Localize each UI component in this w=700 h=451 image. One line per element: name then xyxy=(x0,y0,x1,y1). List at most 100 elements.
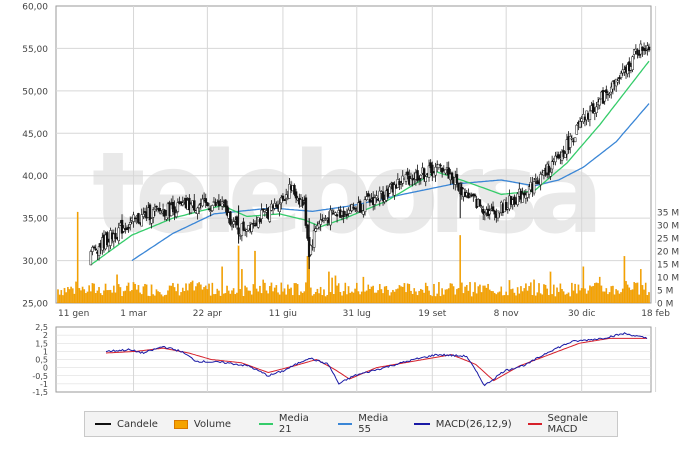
volume-bar xyxy=(129,291,132,304)
candle-body xyxy=(230,225,234,228)
volume-bar xyxy=(145,284,148,304)
candle-body xyxy=(260,209,263,219)
macd-tick-label: 1,5 xyxy=(35,339,48,348)
candle-body xyxy=(204,198,207,203)
volume-bar xyxy=(487,283,489,304)
legend-label-ma21: Media 21 xyxy=(278,413,309,435)
volume-bar xyxy=(137,285,140,304)
volume-bar xyxy=(397,288,399,304)
legend-swatch-signal xyxy=(527,423,542,425)
volume-bar xyxy=(336,285,338,304)
candle-body xyxy=(411,178,414,181)
volume-bar xyxy=(180,292,182,304)
candle-body xyxy=(193,200,196,211)
candle-body xyxy=(288,184,291,199)
candle-body xyxy=(106,232,109,246)
candle-body xyxy=(496,210,500,219)
volume-bar xyxy=(265,290,268,304)
volume-bar xyxy=(490,290,493,304)
candle-body xyxy=(547,165,551,176)
candle-body xyxy=(534,178,537,180)
volume-bar xyxy=(398,285,401,304)
volume-bar xyxy=(587,290,590,304)
volume-bar xyxy=(341,295,343,304)
volume-bar xyxy=(631,289,634,304)
volume-bar xyxy=(485,287,488,304)
volume-bar xyxy=(552,284,555,304)
volume-bar xyxy=(594,283,596,304)
legend-item-candles[interactable]: Candele xyxy=(95,419,158,430)
macd-tick-label: 2,5 xyxy=(35,323,48,332)
legend-item-signal[interactable]: Segnale MACD xyxy=(527,413,611,435)
volume-bar xyxy=(201,289,204,304)
volume-bar xyxy=(227,290,230,304)
candle-body xyxy=(388,186,391,194)
volume-bar xyxy=(451,283,453,304)
volume-bar xyxy=(401,286,404,304)
volume-bar xyxy=(630,290,632,304)
candle-body xyxy=(573,137,577,143)
candle-body xyxy=(422,168,426,180)
volume-bar xyxy=(643,289,645,304)
macd-tick-label: -1,5 xyxy=(32,388,48,397)
volume-bar xyxy=(214,293,217,304)
volume-bar xyxy=(70,286,72,304)
candle-body xyxy=(317,223,321,228)
volume-bar xyxy=(488,289,491,304)
volume-bar xyxy=(434,296,437,304)
candle-body xyxy=(493,210,496,215)
volume-bar xyxy=(523,288,526,304)
volume-bar xyxy=(277,292,279,304)
volume-bar xyxy=(65,292,68,304)
legend-item-ma55[interactable]: Media 55 xyxy=(338,413,397,435)
volume-bar xyxy=(521,291,524,304)
legend-item-macd[interactable]: MACD(26,12,9) xyxy=(413,419,512,430)
volume-bar xyxy=(73,293,76,304)
volume-bar xyxy=(311,295,314,304)
legend-item-volume[interactable]: Volume xyxy=(173,419,231,430)
volume-bar xyxy=(260,293,263,304)
candle-body xyxy=(647,46,651,51)
volume-bar xyxy=(126,285,128,304)
candle-body xyxy=(140,214,143,227)
volume-bar xyxy=(342,291,345,304)
volume-bar xyxy=(252,284,255,304)
candle-body xyxy=(278,203,281,213)
candle-body xyxy=(417,177,421,181)
volume-bar xyxy=(461,282,463,304)
volume-bar xyxy=(314,291,317,304)
candle-body xyxy=(294,191,298,199)
volume-bar xyxy=(285,294,287,304)
volume-bar xyxy=(533,279,535,304)
volume-bar xyxy=(355,282,358,304)
volume-bar xyxy=(539,293,542,304)
volume-bar xyxy=(495,294,498,304)
volume-bar xyxy=(415,291,417,304)
volume-bar xyxy=(484,285,486,304)
volume-bar xyxy=(326,294,329,304)
volume-bar xyxy=(78,288,81,304)
ma21-line xyxy=(90,60,650,266)
candle-body xyxy=(383,199,386,203)
volume-bar xyxy=(127,282,130,304)
volume-bar xyxy=(551,294,553,304)
volume-bar xyxy=(262,279,265,304)
candle-body xyxy=(197,204,201,209)
candle-body xyxy=(142,213,145,217)
candle-body xyxy=(217,200,221,207)
volume-bar xyxy=(86,291,89,304)
legend-swatch-candles xyxy=(95,423,111,425)
volume-bar xyxy=(516,287,519,304)
volume-bar xyxy=(85,293,87,304)
volume-bar xyxy=(231,290,233,304)
macd-tick-label: 1 xyxy=(43,347,48,356)
volume-bar xyxy=(321,295,324,304)
candle-body xyxy=(478,199,482,207)
volume-bar xyxy=(575,293,578,304)
volume-bar xyxy=(362,276,365,304)
legend-item-ma21[interactable]: Media 21 xyxy=(259,413,318,435)
volume-bar xyxy=(296,284,299,304)
candle-body xyxy=(189,203,193,214)
candle-body xyxy=(329,209,332,226)
